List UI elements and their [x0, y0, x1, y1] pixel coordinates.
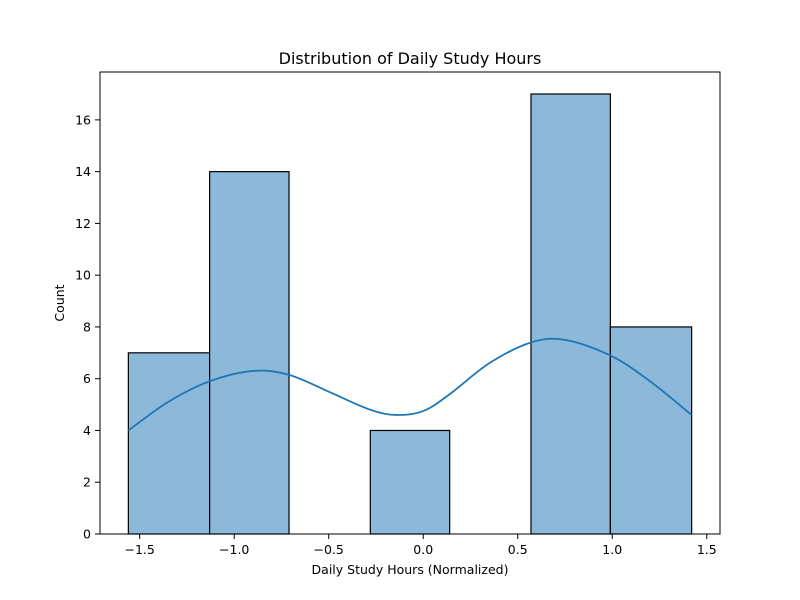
x-tick-label: −1.0 — [219, 542, 249, 557]
histogram-bar-0 — [127, 352, 211, 535]
histogram-bar-6 — [609, 326, 693, 535]
histogram-bar-1 — [209, 171, 290, 535]
x-tick-label: −1.5 — [125, 542, 155, 557]
x-tick-label: 1.0 — [602, 542, 622, 557]
x-tick-label: 0.5 — [508, 542, 528, 557]
x-axis-label: Daily Study Hours (Normalized) — [312, 562, 509, 577]
histogram-bar-5 — [530, 93, 611, 535]
histogram-bar-3 — [369, 429, 451, 535]
x-tick-label: −0.5 — [314, 542, 344, 557]
kde-layer — [127, 337, 693, 432]
y-tick-label: 2 — [83, 475, 91, 490]
y-tick-label: 10 — [75, 268, 91, 283]
y-tick-label: 14 — [75, 164, 91, 179]
y-tick-label: 12 — [75, 216, 91, 231]
x-tick-label: 0.0 — [413, 542, 433, 557]
y-axis-label: Count — [52, 284, 67, 321]
y-tick-label: 0 — [83, 527, 91, 542]
y-tick-label: 16 — [75, 112, 91, 127]
y-tick-label: 6 — [83, 371, 91, 386]
kde-line — [127, 337, 693, 432]
x-ticks: −1.5 −1.0 −0.5 0.0 0.5 1.0 1.5 — [125, 534, 717, 557]
plot-frame — [99, 71, 721, 535]
y-ticks: 0 2 4 6 8 10 12 14 16 — [75, 112, 100, 542]
chart-title: Distribution of Daily Study Hours — [279, 49, 542, 68]
y-tick-label: 4 — [83, 423, 91, 438]
y-tick-label: 8 — [83, 319, 91, 334]
x-tick-label: 1.5 — [697, 542, 717, 557]
bars-layer — [127, 93, 693, 535]
